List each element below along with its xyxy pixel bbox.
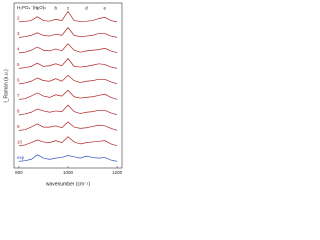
peak-label: d <box>85 6 88 11</box>
peak-label: e <box>104 6 107 11</box>
spectrum-line <box>18 121 118 131</box>
spectrum-line <box>18 43 118 54</box>
peak-label: c <box>67 6 70 11</box>
spectrum-line <box>18 89 118 100</box>
series-label: 6 <box>17 78 20 83</box>
series-label: 9 <box>17 124 20 129</box>
series-label: exp <box>17 155 25 160</box>
x-tick-label: 1000 <box>63 170 74 175</box>
spectrum-line <box>18 154 118 162</box>
spectrum-line <box>18 104 118 116</box>
series-label: 5 <box>17 62 20 67</box>
series-label: 4 <box>17 47 20 52</box>
x-tick-label: 1200 <box>112 170 123 175</box>
x-axis-label: wavenumber (cm⁻¹) <box>46 181 91 187</box>
peak-label: a <box>36 6 39 11</box>
series-label: 2 <box>17 16 20 21</box>
y-axis-label: I_Raman (a.u.) <box>3 69 9 103</box>
chart-title: H₂PO₄⁻(H₂O)ₙ <box>17 5 46 10</box>
x-tick-label: 800 <box>15 170 23 175</box>
chart: H₂PO₄⁻(H₂O)ₙ I_Raman (a.u.) wavenumber (… <box>3 2 123 187</box>
peak-label: b <box>54 6 57 11</box>
series-label: 7 <box>17 93 20 98</box>
series-label: 3 <box>17 31 20 36</box>
spectrum-line <box>18 136 118 147</box>
spectrum-line <box>18 74 118 85</box>
spectrum-line <box>18 27 118 38</box>
series-label: 8 <box>17 109 20 114</box>
spectrum-line <box>18 58 118 69</box>
spectrum-line <box>18 10 118 23</box>
series-label: 10 <box>17 140 23 145</box>
